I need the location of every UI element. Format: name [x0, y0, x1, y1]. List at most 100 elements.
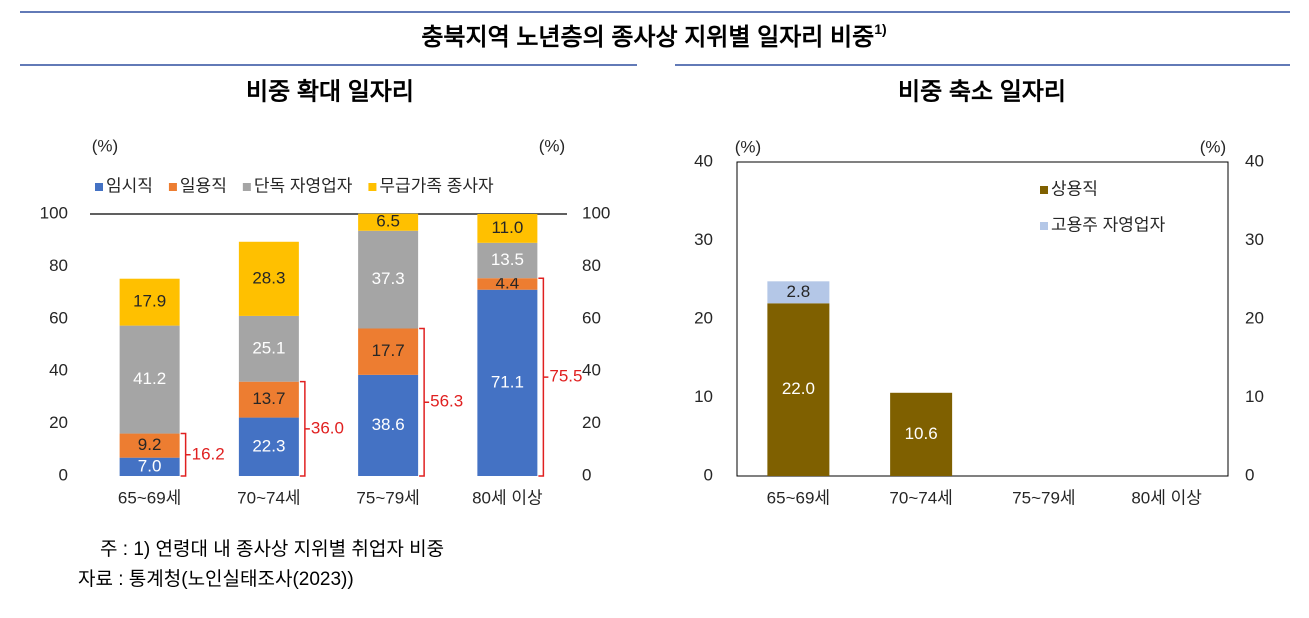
y-tick-label: 60: [49, 308, 68, 327]
y-tick-label: 40: [694, 151, 713, 170]
bracket: [419, 327, 430, 477]
y-tick-label: 10: [694, 387, 713, 406]
y2-tick-label: 20: [1245, 308, 1264, 327]
x-tick-label: 65~69세: [118, 488, 181, 507]
y-axis-unit: (%): [735, 137, 761, 156]
value-label: 11.0: [491, 218, 523, 237]
legend-label: 일용직: [180, 176, 227, 195]
bar-segment: [358, 230, 419, 329]
plot-frame: [736, 161, 1229, 477]
y2-tick-label: 40: [582, 361, 601, 380]
value-label: 10.6: [905, 424, 938, 443]
bar-segment: [238, 241, 299, 316]
y-tick-label: 0: [59, 465, 68, 484]
legend-swatch: [368, 183, 377, 191]
bracket: [538, 277, 549, 477]
bar-segment: [477, 278, 538, 290]
total-label: 56.3: [430, 392, 463, 411]
y-tick-label: 0: [704, 465, 713, 484]
bar-segment: [358, 328, 419, 375]
bar-segment: [358, 213, 419, 231]
bar-segment: [119, 278, 180, 326]
value-label: 13.5: [491, 250, 524, 269]
y-tick-label: 30: [694, 230, 713, 249]
legend-swatch: [1040, 186, 1048, 194]
x-tick-label: 75~79세: [1012, 488, 1075, 507]
y-tick-label: 100: [40, 203, 68, 222]
legend-label: 고용주 자영업자: [1051, 215, 1166, 234]
y-tick-label: 80: [49, 256, 68, 275]
legend-label: 무급가족 종사자: [379, 176, 494, 195]
bar-segment: [119, 433, 180, 458]
value-label: 13.7: [252, 389, 285, 408]
total-label: 75.5: [549, 367, 582, 386]
value-label: 9.2: [138, 435, 162, 454]
bar-segment: [238, 417, 299, 476]
value-label: 38.6: [372, 415, 405, 434]
value-label: 28.3: [252, 268, 285, 287]
y2-tick-label: 60: [582, 308, 601, 327]
y2-tick-label: 100: [582, 203, 610, 222]
total-label: 16.2: [192, 444, 225, 463]
legend-label: 임시직: [106, 176, 153, 195]
value-label: 17.7: [372, 341, 405, 360]
bar-segment: [767, 281, 830, 304]
y2-tick-label: 0: [582, 465, 591, 484]
x-tick-label: 75~79세: [356, 488, 419, 507]
y-axis-unit: (%): [92, 136, 118, 155]
x-tick-label: 70~74세: [889, 488, 952, 507]
value-label: 2.8: [787, 282, 811, 301]
x-tick-label: 80세 이상: [1131, 488, 1202, 507]
legend-label: 상용직: [1051, 179, 1098, 198]
y2-tick-label: 10: [1245, 387, 1264, 406]
x-tick-label: 65~69세: [767, 488, 830, 507]
x-tick-label: 80세 이상: [472, 488, 543, 507]
title-text: 충북지역 노년층의 종사상 지위별 일자리 비중: [421, 24, 874, 51]
y-tick-label: 20: [694, 308, 713, 327]
y2-axis-unit: (%): [1200, 137, 1226, 156]
bracket: [299, 380, 310, 477]
note: 자료 : 통계청(노인실태조사(2023)): [78, 568, 354, 590]
legend-swatch: [168, 183, 177, 191]
bracket: [180, 432, 191, 477]
chart-title: 비중 확대 일자리: [246, 78, 414, 105]
y-tick-label: 40: [49, 361, 68, 380]
value-label: 41.2: [133, 369, 166, 388]
legend-swatch: [242, 183, 251, 191]
y2-tick-label: 0: [1245, 465, 1254, 484]
bar-segment: [238, 381, 299, 418]
bar-segment: [119, 325, 180, 434]
bar-segment: [767, 303, 830, 476]
bar-segment: [890, 392, 953, 476]
y2-axis-unit: (%): [539, 136, 565, 155]
y-tick-label: 20: [49, 413, 68, 432]
bar-segment: [477, 289, 538, 476]
y2-tick-label: 40: [1245, 151, 1264, 170]
total-label: 36.0: [311, 418, 344, 437]
bar-segment: [477, 242, 538, 279]
value-label: 7.0: [138, 456, 162, 475]
bar-segment: [238, 315, 299, 382]
y2-tick-label: 30: [1245, 230, 1264, 249]
value-label: 25.1: [252, 338, 285, 357]
value-label: 17.9: [133, 292, 166, 311]
value-label: 22.3: [252, 436, 285, 455]
legend-swatch: [95, 183, 103, 191]
value-label: 71.1: [491, 372, 524, 391]
chart-title: 비중 축소 일자리: [898, 78, 1066, 105]
bar-segment: [477, 214, 538, 243]
legend-label: 단독 자영업자: [254, 176, 353, 195]
x-tick-label: 70~74세: [237, 488, 300, 507]
note: 주 : 1) 연령대 내 종사상 지위별 취업자 비중: [100, 538, 444, 560]
y2-tick-label: 80: [582, 256, 601, 275]
value-label: 37.3: [372, 269, 405, 288]
bar-segment: [358, 374, 419, 476]
y2-tick-label: 20: [582, 413, 601, 432]
page-title: 충북지역 노년층의 종사상 지위별 일자리 비중1): [421, 21, 886, 52]
value-label: 22.0: [782, 379, 815, 398]
bar-segment: [119, 457, 180, 476]
title-mark: 1): [874, 21, 886, 37]
value-label: 6.5: [376, 212, 400, 231]
legend-swatch: [1040, 222, 1048, 230]
